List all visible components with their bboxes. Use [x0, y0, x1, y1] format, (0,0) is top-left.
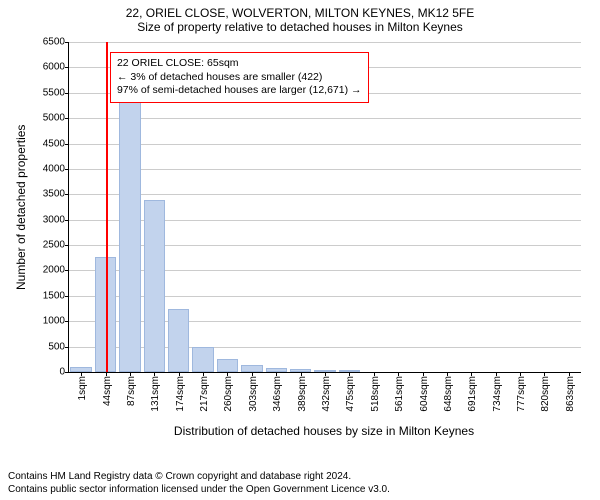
xtick-label: 777sqm: [516, 376, 527, 412]
ytick-label: 6000: [43, 62, 65, 73]
ytick-mark: [65, 169, 69, 170]
histogram-bar: [241, 365, 262, 372]
xtick-label: 475sqm: [345, 376, 356, 412]
xtick-label: 174sqm: [175, 376, 186, 412]
histogram-bar: [192, 347, 213, 372]
ytick-mark: [65, 42, 69, 43]
xtick-label: 346sqm: [272, 376, 283, 412]
ytick-mark: [65, 347, 69, 348]
xtick-label: 303sqm: [248, 376, 259, 412]
chart-container: { "title": "22, ORIEL CLOSE, WOLVERTON, …: [0, 0, 600, 500]
gridline: [69, 118, 581, 119]
ytick-mark: [65, 67, 69, 68]
ytick-label: 3000: [43, 214, 65, 225]
xtick-label: 1sqm: [77, 376, 88, 400]
chart-subtitle: Size of property relative to detached ho…: [0, 20, 600, 34]
y-axis-label: Number of detached properties: [14, 125, 28, 290]
ytick-label: 4000: [43, 163, 65, 174]
xtick-label: 561sqm: [394, 376, 405, 412]
ytick-label: 5000: [43, 113, 65, 124]
xtick-label: 518sqm: [370, 376, 381, 412]
xtick-label: 734sqm: [492, 376, 503, 412]
reference-line: [106, 42, 108, 372]
ytick-mark: [65, 321, 69, 322]
ytick-label: 1500: [43, 290, 65, 301]
histogram-bar: [217, 359, 238, 372]
gridline: [69, 144, 581, 145]
legend-line-1: 22 ORIEL CLOSE: 65sqm: [117, 57, 362, 71]
gridline: [69, 169, 581, 170]
footer: Contains HM Land Registry data © Crown c…: [0, 466, 600, 500]
ytick-label: 5500: [43, 87, 65, 98]
ytick-label: 4500: [43, 138, 65, 149]
ytick-label: 3500: [43, 189, 65, 200]
legend-line-3: 97% of semi-detached houses are larger (…: [117, 84, 362, 98]
xtick-label: 648sqm: [443, 376, 454, 412]
ytick-mark: [65, 118, 69, 119]
ytick-label: 2500: [43, 240, 65, 251]
ytick-mark: [65, 93, 69, 94]
ytick-mark: [65, 194, 69, 195]
x-axis-label: Distribution of detached houses by size …: [68, 424, 580, 438]
footer-line-1: Contains HM Land Registry data © Crown c…: [8, 470, 592, 483]
chart-title: 22, ORIEL CLOSE, WOLVERTON, MILTON KEYNE…: [0, 0, 600, 20]
xtick-label: 863sqm: [565, 376, 576, 412]
xtick-label: 260sqm: [223, 376, 234, 412]
xtick-label: 87sqm: [126, 376, 137, 406]
xtick-label: 44sqm: [102, 376, 113, 406]
histogram-bar: [144, 200, 165, 372]
ytick-label: 0: [59, 367, 65, 378]
ytick-label: 500: [48, 341, 65, 352]
ytick-mark: [65, 296, 69, 297]
gridline: [69, 42, 581, 43]
histogram-bar: [168, 309, 189, 372]
footer-line-2: Contains public sector information licen…: [8, 483, 592, 496]
xtick-label: 217sqm: [199, 376, 210, 412]
legend-line-2: ← 3% of detached houses are smaller (422…: [117, 71, 362, 85]
ytick-label: 2000: [43, 265, 65, 276]
ytick-mark: [65, 245, 69, 246]
histogram-bar: [119, 97, 140, 372]
ytick-label: 1000: [43, 316, 65, 327]
xtick-label: 820sqm: [540, 376, 551, 412]
ytick-mark: [65, 270, 69, 271]
legend-box: 22 ORIEL CLOSE: 65sqm← 3% of detached ho…: [110, 52, 369, 103]
xtick-label: 691sqm: [467, 376, 478, 412]
gridline: [69, 194, 581, 195]
x-axis-line: [69, 372, 581, 373]
ytick-mark: [65, 144, 69, 145]
ytick-label: 6500: [43, 37, 65, 48]
xtick-label: 389sqm: [297, 376, 308, 412]
xtick-label: 131sqm: [150, 376, 161, 412]
xtick-label: 432sqm: [321, 376, 332, 412]
plot-area: 0500100015002000250030003500400045005000…: [68, 42, 581, 372]
ytick-mark: [65, 220, 69, 221]
xtick-label: 604sqm: [419, 376, 430, 412]
